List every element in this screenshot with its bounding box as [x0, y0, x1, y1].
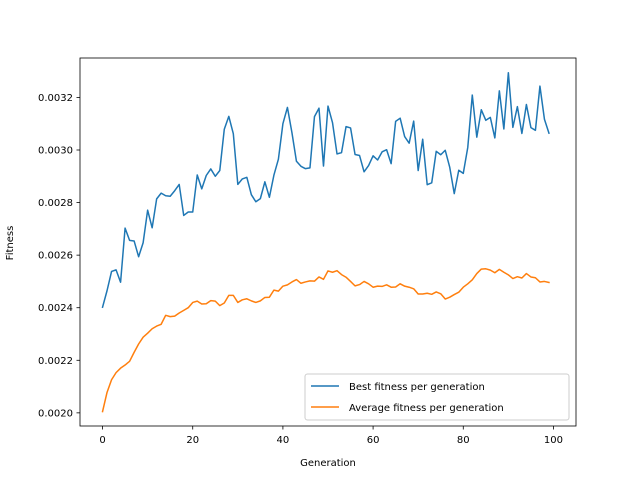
y-tick-label: 0.0032 [38, 93, 73, 104]
y-tick-label: 0.0026 [38, 251, 73, 262]
best-fitness-line [101, 71, 550, 309]
average-fitness-line [101, 268, 550, 413]
plot-area [101, 71, 550, 413]
x-axis-label: Generation [300, 458, 356, 469]
legend-label-average: Average fitness per generation [349, 403, 504, 414]
y-axis-label: Fitness [5, 226, 16, 261]
legend-label-best: Best fitness per generation [349, 382, 485, 393]
x-tick-label: 20 [186, 435, 199, 446]
x-tick-label: 100 [544, 435, 563, 446]
axes: 0 20 40 60 80 100 0.0020 0.0022 0.0024 0.0026 0.00… [38, 57, 577, 446]
y-tick-label: 0.0020 [38, 408, 73, 419]
x-tick-label: 0 [99, 435, 105, 446]
y-tick-label: 0.0028 [38, 198, 73, 209]
x-tick-label: 40 [277, 435, 290, 446]
x-tick-label: 80 [457, 435, 470, 446]
y-tick-label: 0.0030 [38, 146, 73, 157]
x-tick-label: 60 [367, 435, 380, 446]
axes-frame [79, 57, 577, 427]
legend-box [304, 373, 570, 421]
legend: Best fitness per generation Average fitne… [304, 373, 570, 421]
y-tick-label: 0.0022 [38, 356, 73, 367]
y-tick-label: 0.0024 [38, 303, 73, 314]
